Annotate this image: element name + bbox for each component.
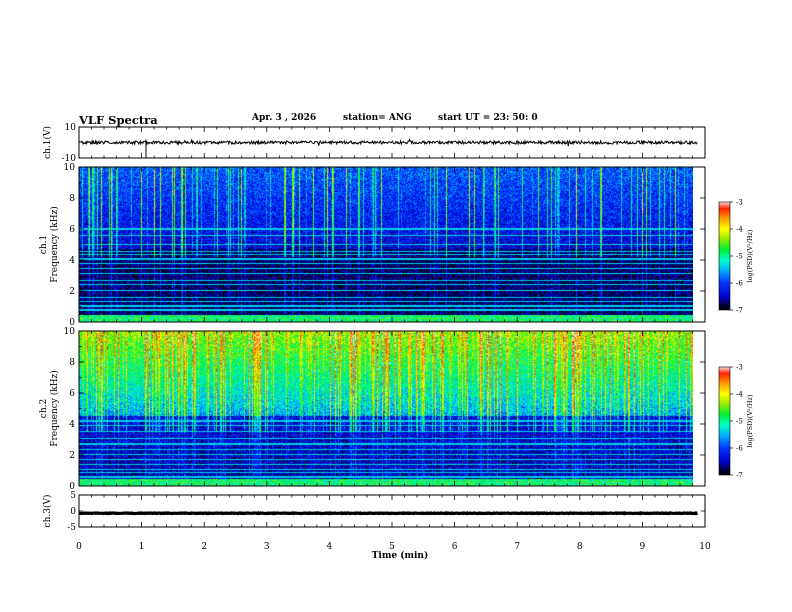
x-tick-label: 2: [201, 542, 207, 552]
y-axis-label: ch.1(V): [42, 126, 53, 159]
ch2-colorbar: -3 -4 -5 -6 -7 log(PSD)(V²/Hz): [718, 364, 754, 480]
y-axis-label-channel: ch.2: [39, 399, 49, 418]
colorbar-label: log(PSD)(V²/Hz): [746, 394, 754, 447]
colorbar-tick-label: -7: [736, 472, 743, 480]
x-axis-label: Time (min): [372, 550, 429, 561]
x-tick-label: 10: [699, 542, 711, 552]
ch3-waveform-panel: 5 0 -5 ch.3(V): [42, 491, 706, 533]
y-axis-label: ch.3(V): [42, 495, 53, 528]
y-tick-label: 4: [69, 256, 75, 266]
time-axis: 0 1 2 3 4 5 6 7 8 9 10 Time (min): [76, 542, 711, 561]
y-tick-label: 2: [69, 451, 75, 461]
colorbar-tick-label: -3: [736, 199, 743, 207]
colorbar-tick-label: -5: [736, 253, 743, 261]
x-tick-label: 4: [327, 542, 333, 552]
date-label: Apr. 3 , 2026: [252, 113, 317, 123]
figure-title: VLF Spectra: [79, 113, 158, 127]
ch2-spectrogram-panel: 0 2 4 6 8 10 ch.2 Frequency (kHz): [39, 327, 706, 492]
y-tick-label: 0: [69, 318, 75, 328]
x-tick-label: 7: [514, 542, 520, 552]
station-label: station= ANG: [343, 113, 412, 123]
ch1-spectrogram-image: [79, 167, 693, 322]
y-tick-label: -10: [62, 154, 77, 164]
colorbar-tick-label: -4: [736, 226, 743, 234]
y-tick-label: 5: [70, 491, 76, 501]
y-tick-label: 6: [69, 389, 75, 399]
y-tick-label: 0: [69, 482, 75, 492]
colorbar-tick-label: -6: [736, 280, 743, 288]
ch1-spectrogram-panel: 0 2 4 6 8 10 ch.1 Frequency (kHz): [39, 163, 706, 328]
y-axis-label-frequency: Frequency (kHz): [49, 370, 60, 447]
ch1-colorbar-scale: [718, 201, 731, 311]
ch1-waveform-panel: 10 -10 ch.1(V): [42, 123, 706, 164]
y-tick-label: 10: [64, 163, 76, 173]
ch1-colorbar: -3 -4 -5 -6 -7 log(PSD)(V²/Hz): [718, 199, 754, 315]
y-tick-label: 6: [69, 225, 75, 235]
colorbar-tick-label: -3: [736, 364, 743, 372]
y-axis-label-channel: ch.1: [39, 235, 49, 254]
y-tick-label: 2: [69, 287, 75, 297]
y-tick-label: 8: [69, 194, 75, 204]
x-tick-label: 9: [640, 542, 646, 552]
x-tick-label: 5: [389, 542, 395, 552]
ch2-spectrogram-image: [79, 331, 693, 486]
x-tick-label: 6: [452, 542, 458, 552]
x-tick-label: 1: [139, 542, 145, 552]
waveform-trace: [78, 138, 698, 147]
y-tick-label: -5: [67, 523, 76, 533]
y-tick-label: 10: [65, 123, 77, 133]
y-tick-label: 10: [64, 327, 76, 337]
x-tick-label: 8: [577, 542, 583, 552]
y-axis-label-frequency: Frequency (kHz): [49, 206, 60, 283]
colorbar-tick-label: -5: [736, 418, 743, 426]
colorbar-tick-label: -6: [736, 445, 743, 453]
ch2-colorbar-scale: [718, 366, 731, 476]
x-tick-label: 3: [264, 542, 270, 552]
waveform-trace: [78, 510, 699, 516]
start-time-label: start UT = 23: 50: 0: [438, 113, 538, 123]
colorbar-tick-label: -4: [736, 391, 743, 399]
colorbar-label: log(PSD)(V²/Hz): [746, 229, 754, 282]
y-tick-label: 0: [70, 507, 76, 517]
colorbar-tick-label: -7: [736, 307, 743, 315]
x-tick-label: 0: [76, 542, 82, 552]
y-tick-label: 8: [69, 358, 75, 368]
y-tick-label: 4: [69, 420, 75, 430]
